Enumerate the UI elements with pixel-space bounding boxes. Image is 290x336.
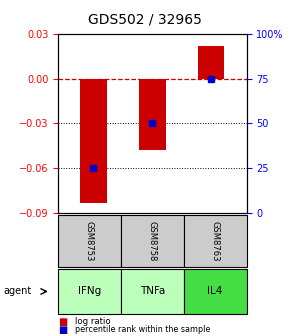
- Text: agent: agent: [3, 287, 31, 296]
- Bar: [198, 46, 224, 79]
- Bar: [139, 79, 166, 151]
- Text: GDS502 / 32965: GDS502 / 32965: [88, 12, 202, 27]
- Text: GSM8758: GSM8758: [148, 221, 157, 261]
- Text: TNFa: TNFa: [139, 287, 165, 296]
- Text: ■: ■: [58, 325, 67, 335]
- Text: ■: ■: [58, 317, 67, 327]
- Text: IFNg: IFNg: [78, 287, 101, 296]
- Text: IL4: IL4: [207, 287, 223, 296]
- Text: GSM8753: GSM8753: [85, 221, 94, 261]
- Bar: [80, 79, 107, 203]
- Text: percentile rank within the sample: percentile rank within the sample: [75, 326, 211, 334]
- Text: GSM8763: GSM8763: [211, 221, 220, 261]
- Text: log ratio: log ratio: [75, 318, 111, 326]
